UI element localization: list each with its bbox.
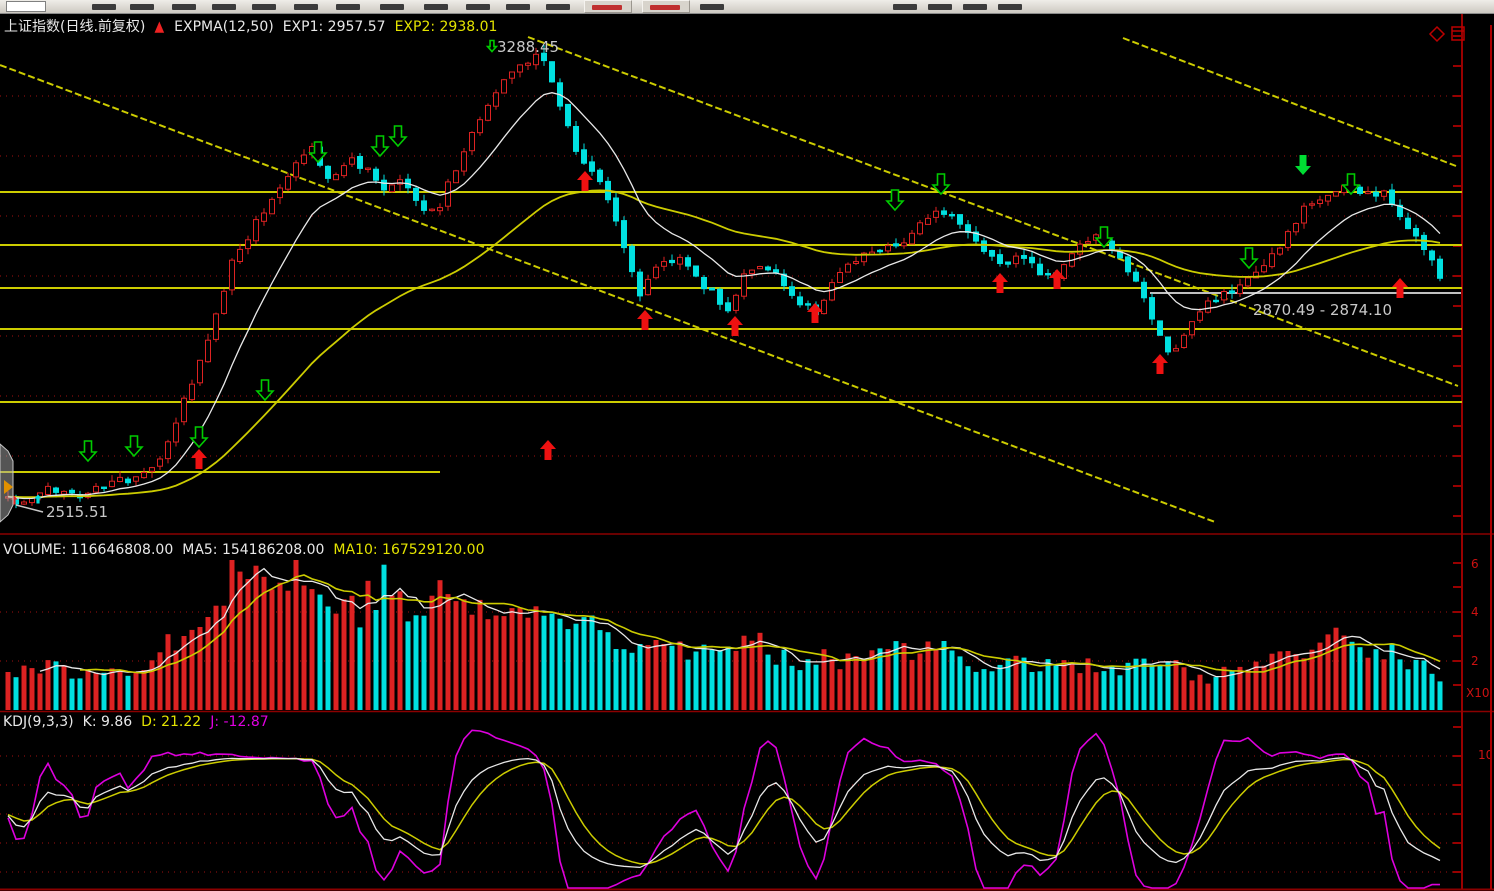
peak-price-label: 3288.45 [497,38,560,56]
volume-ma10-value: MA10: 167529120.00 [333,542,485,558]
menu-item[interactable] [336,4,360,10]
volume-axis-tick-6: 6 [1471,557,1479,571]
menu-item[interactable] [172,4,196,10]
menu-item[interactable] [424,4,448,10]
menu-item[interactable] [212,4,236,10]
gap-range-label: 2870.49 - 2874.10 [1253,301,1393,319]
menu-item[interactable] [893,4,917,10]
menu-bar[interactable] [0,0,1494,14]
menu-item[interactable] [92,4,116,10]
kdj-pane-header: KDJ(9,3,3) K: 9.86 D: 21.22 J: -12.87 [3,714,278,730]
menu-item[interactable] [928,4,952,10]
signal-up-arrow-icon: ▲ [154,18,165,36]
volume-axis-tick-2: 2 [1471,654,1479,668]
menu-item[interactable] [252,4,276,10]
menu-item[interactable] [294,4,318,10]
right-axis-label-strip: 6 4 2 X100000000 100 [1463,0,1490,891]
menu-button[interactable] [584,0,632,13]
volume-axis-multiplier: X100000000 [1466,686,1490,700]
menu-item[interactable] [963,4,987,10]
kdj-k-value: K: 9.86 [82,714,133,730]
low-price-label: 2515.51 [46,503,109,521]
exp1-value: EXP1: 2957.57 [282,19,386,35]
window-icon [1451,26,1465,41]
price-pane-header: 上证指数(日线.前复权) ▲ EXPMA(12,50) EXP1: 2957.57 EX… [4,16,506,36]
menu-item[interactable] [130,4,154,10]
menu-item[interactable] [700,4,724,10]
instrument-title: 上证指数(日线.前复权) [4,19,146,35]
menu-item[interactable] [506,4,530,10]
exp2-value: EXP2: 2938.01 [394,19,498,35]
expand-triangle-icon [4,480,13,494]
kdj-axis-tick-100: 100 [1478,748,1490,762]
menu-item[interactable] [466,4,490,10]
menu-item[interactable] [380,4,404,10]
diamond-icon [1428,25,1446,43]
volume-ma5-value: MA5: 154186208.00 [182,542,325,558]
stock-code-input[interactable] [6,1,46,12]
menu-button[interactable] [642,0,690,13]
volume-pane-header: VOLUME: 116646808.00 MA5: 154186208.00 MA1… [3,542,493,558]
kdj-indicator-name: KDJ(9,3,3) [3,714,74,730]
kdj-j-value: J: -12.87 [210,714,269,730]
menu-item[interactable] [998,4,1022,10]
indicator-name: EXPMA(12,50) [174,19,274,35]
kdj-d-value: D: 21.22 [141,714,202,730]
menu-item[interactable] [546,4,570,10]
volume-axis-tick-4: 4 [1471,605,1479,619]
volume-value: VOLUME: 116646808.00 [3,542,174,558]
